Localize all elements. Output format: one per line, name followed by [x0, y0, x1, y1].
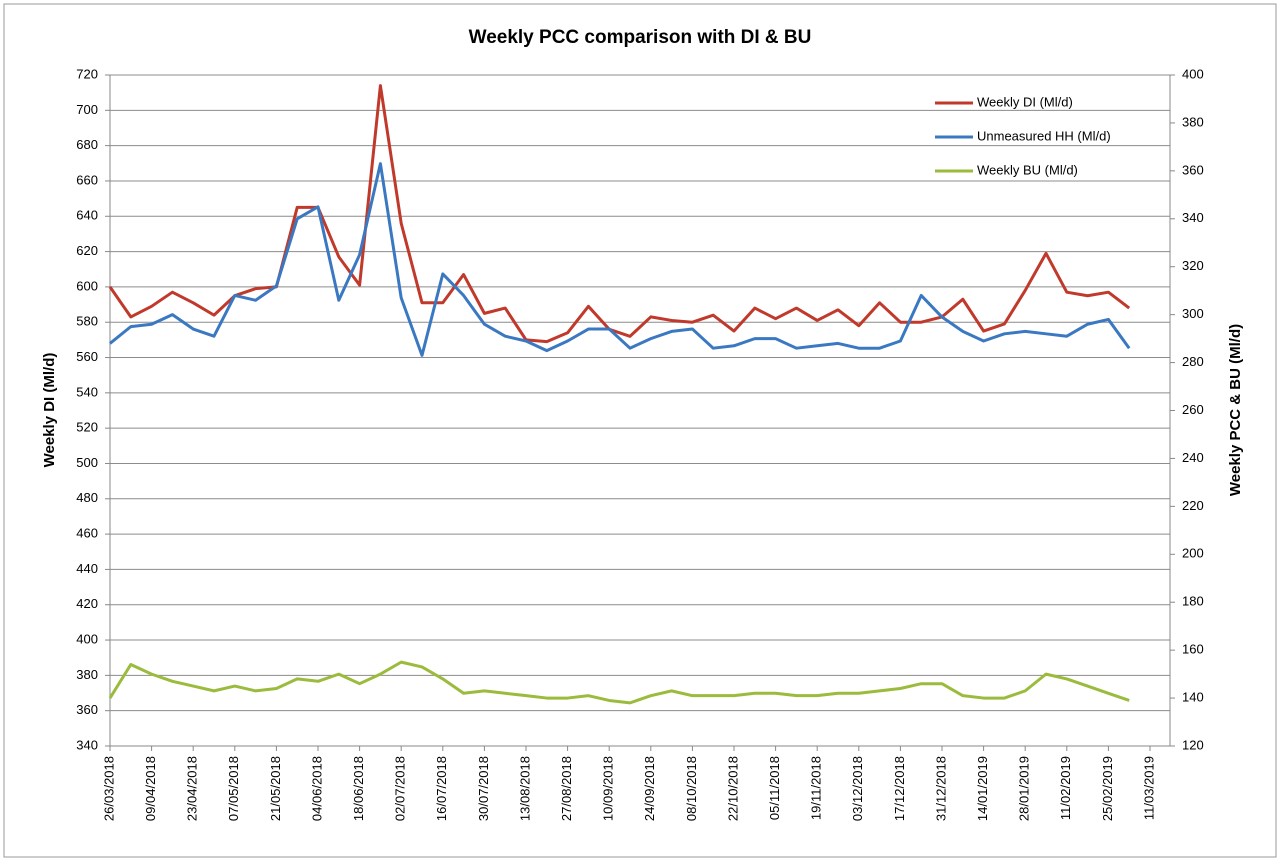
x-tick-label: 14/01/2019	[975, 756, 990, 821]
x-tick-label: 11/03/2019	[1141, 756, 1156, 820]
y-tick-label: 460	[76, 526, 98, 541]
y2-tick-label: 360	[1182, 162, 1204, 177]
x-tick-label: 03/12/2018	[850, 756, 865, 821]
x-tick-label: 22/10/2018	[725, 756, 740, 821]
y2-tick-label: 220	[1182, 498, 1204, 513]
x-tick-label: 04/06/2018	[309, 756, 324, 821]
y2-tick-label: 140	[1182, 690, 1204, 705]
y2-tick-label: 320	[1182, 258, 1204, 273]
y2-axis-label: Weekly PCC & BU (Ml/d)	[1227, 324, 1244, 496]
y-axis-label: Weekly DI (Ml/d)	[41, 353, 58, 468]
x-tick-label: 11/02/2019	[1058, 756, 1073, 820]
y-tick-label: 680	[76, 137, 98, 152]
x-tick-label: 18/06/2018	[351, 756, 366, 821]
legend-label: Unmeasured HH (Ml/d)	[977, 128, 1111, 143]
x-tick-label: 26/03/2018	[101, 756, 116, 821]
y2-tick-label: 260	[1182, 402, 1204, 417]
chart-frame	[3, 3, 1277, 858]
chart-title: Weekly PCC comparison with DI & BU	[469, 27, 812, 48]
x-tick-label: 17/12/2018	[892, 756, 907, 821]
y-tick-label: 420	[76, 596, 98, 611]
y-tick-label: 360	[76, 702, 98, 717]
y-tick-label: 720	[76, 66, 98, 81]
x-tick-label: 24/09/2018	[642, 756, 657, 821]
y2-tick-label: 380	[1182, 114, 1204, 129]
y-tick-label: 480	[76, 490, 98, 505]
x-tick-label: 27/08/2018	[559, 756, 574, 821]
x-tick-label: 16/07/2018	[434, 756, 449, 821]
x-tick-label: 09/04/2018	[143, 756, 158, 821]
y2-tick-label: 280	[1182, 354, 1204, 369]
y-tick-label: 700	[76, 102, 98, 117]
y-tick-label: 580	[76, 314, 98, 329]
y2-tick-label: 400	[1182, 66, 1204, 81]
y-tick-label: 440	[76, 561, 98, 576]
x-tick-label: 21/05/2018	[268, 756, 283, 821]
y-tick-label: 600	[76, 278, 98, 293]
y2-tick-label: 120	[1182, 737, 1204, 752]
x-tick-label: 25/02/2019	[1100, 756, 1115, 821]
legend-label: Weekly DI (Ml/d)	[977, 94, 1073, 109]
y-tick-label: 400	[76, 631, 98, 646]
y-tick-label: 640	[76, 208, 98, 223]
x-tick-label: 28/01/2019	[1017, 756, 1032, 821]
series-line	[108, 660, 1130, 705]
y-tick-label: 620	[76, 243, 98, 258]
y2-tick-label: 340	[1182, 210, 1204, 225]
y2-tick-label: 300	[1182, 306, 1204, 321]
y-tick-label: 540	[76, 384, 98, 399]
y2-tick-label: 240	[1182, 450, 1204, 465]
x-tick-label: 05/11/2018	[767, 756, 782, 820]
x-tick-label: 30/07/2018	[476, 756, 491, 821]
y2-tick-label: 200	[1182, 546, 1204, 561]
y2-tick-label: 180	[1182, 594, 1204, 609]
y-tick-label: 340	[76, 737, 98, 752]
x-tick-label: 13/08/2018	[517, 756, 532, 821]
y-tick-label: 520	[76, 420, 98, 435]
x-tick-label: 23/04/2018	[185, 756, 200, 821]
legend-label: Weekly BU (Ml/d)	[977, 162, 1078, 177]
y-tick-label: 380	[76, 667, 98, 682]
y2-tick-label: 160	[1182, 642, 1204, 657]
y-tick-label: 500	[76, 455, 98, 470]
x-tick-label: 02/07/2018	[393, 756, 408, 821]
y-tick-label: 660	[76, 172, 98, 187]
x-tick-label: 08/10/2018	[684, 756, 699, 821]
x-tick-label: 07/05/2018	[226, 756, 241, 821]
series-line	[109, 162, 1131, 357]
y-tick-label: 560	[76, 349, 98, 364]
x-tick-label: 19/11/2018	[809, 756, 824, 820]
x-tick-label: 31/12/2018	[933, 756, 948, 821]
x-tick-label: 10/09/2018	[601, 756, 616, 821]
